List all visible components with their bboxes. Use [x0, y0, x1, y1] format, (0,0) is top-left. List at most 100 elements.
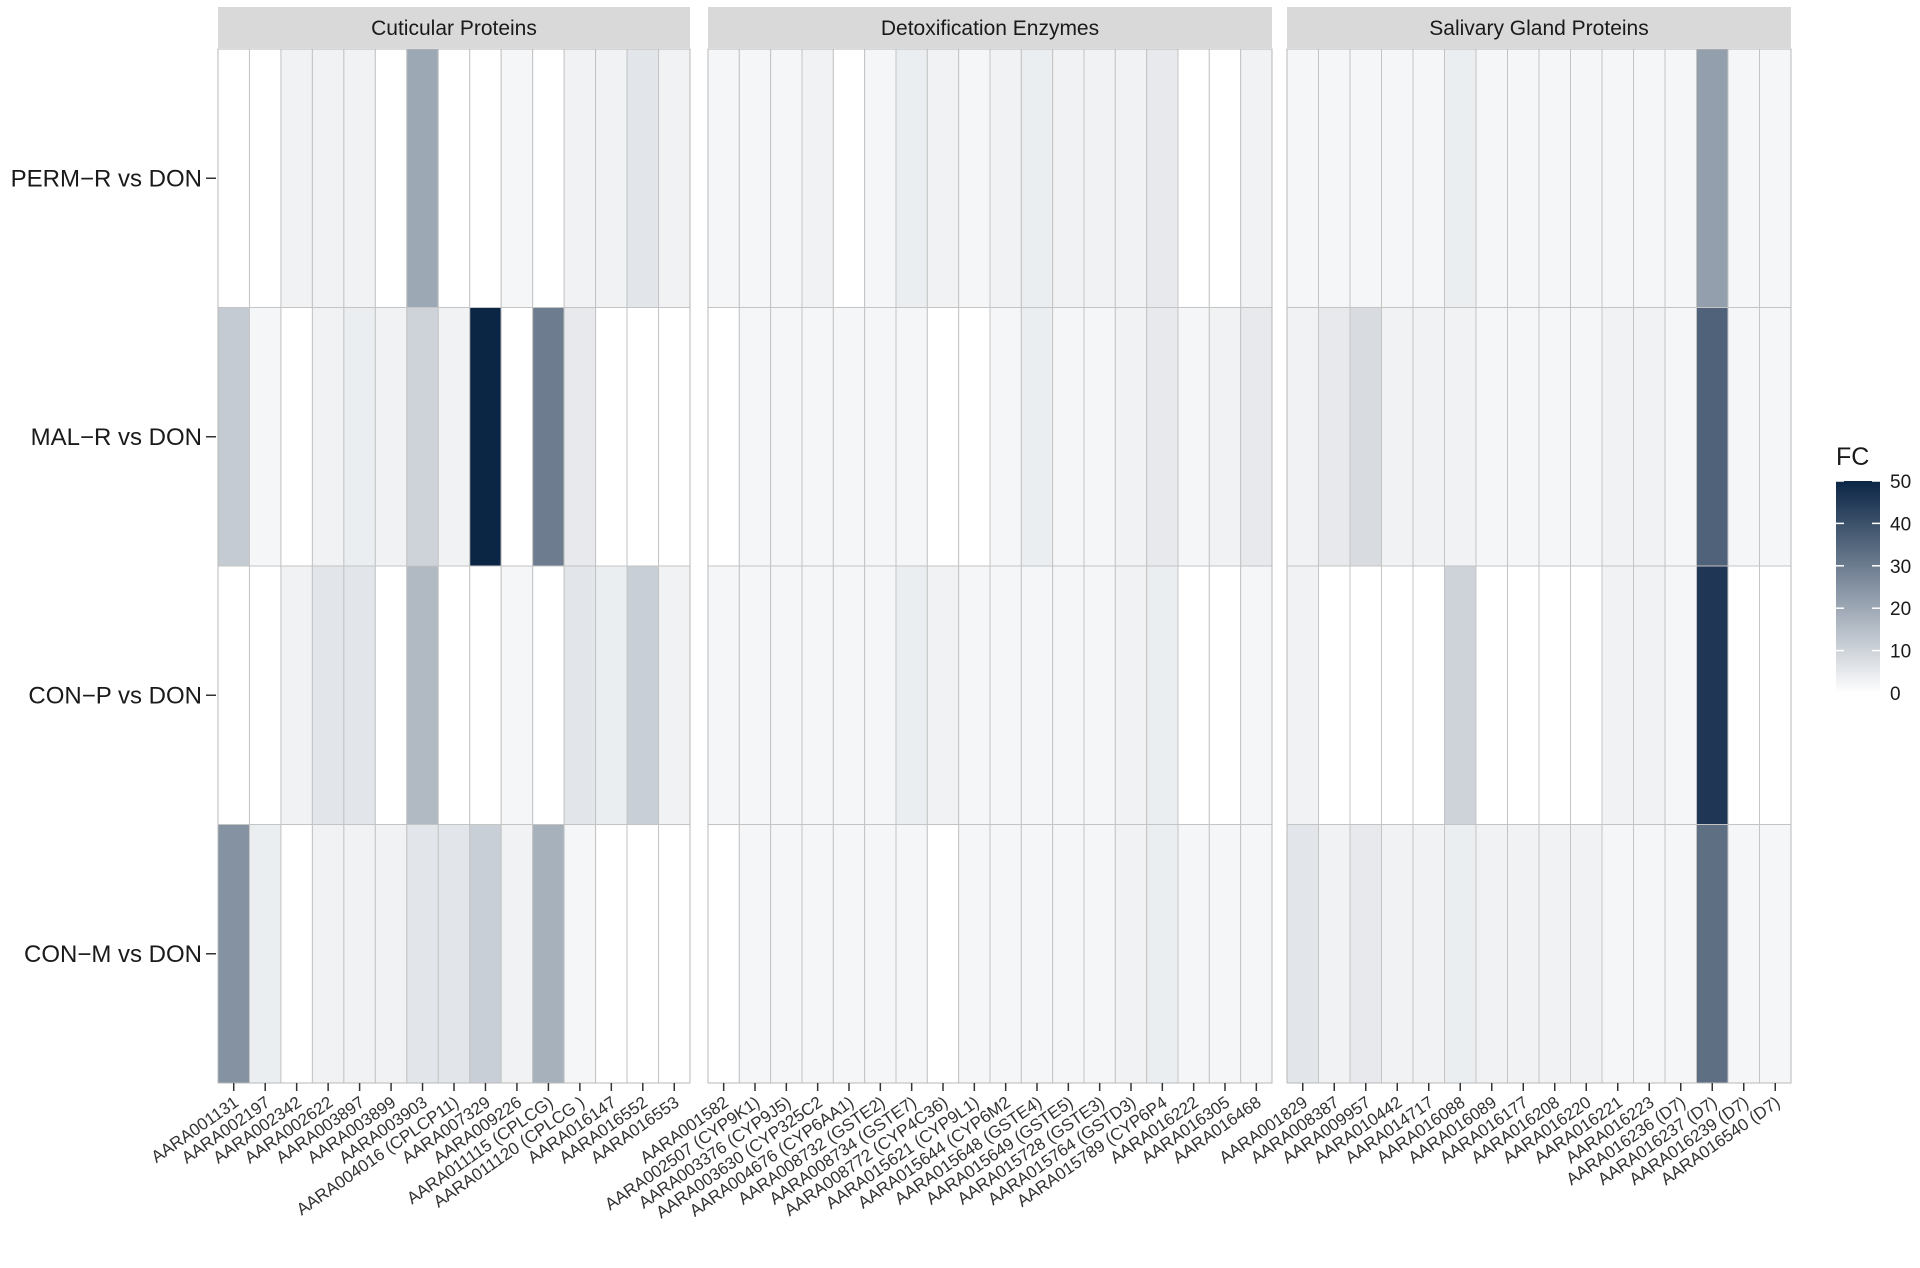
- heatmap-cell: [864, 565, 897, 825]
- heatmap-cell: [1696, 565, 1729, 825]
- heatmap-cell: [1286, 48, 1319, 308]
- heatmap-cell: [958, 565, 991, 825]
- panel-strip: [218, 7, 690, 48]
- heatmap-cell: [437, 824, 471, 1084]
- heatmap-cell: [738, 48, 772, 308]
- heatmap-cell: [832, 824, 866, 1084]
- heatmap-cell: [1146, 565, 1179, 825]
- heatmap-cell: [1052, 307, 1085, 567]
- heatmap-cell: [1444, 48, 1477, 308]
- heatmap-cell: [1114, 307, 1148, 567]
- heatmap-cell: [989, 307, 1022, 567]
- heatmap-cell: [832, 307, 866, 567]
- heatmap-cell: [1381, 565, 1414, 825]
- heatmap-cell: [864, 48, 897, 308]
- heatmap-cell: [1664, 565, 1697, 825]
- heatmap-cell: [595, 565, 628, 825]
- heatmap-cell: [1727, 307, 1760, 567]
- heatmap-cell: [1538, 824, 1571, 1084]
- heatmap-cell: [895, 307, 928, 567]
- heatmap-cell: [1664, 307, 1697, 567]
- heatmap-cell: [1601, 824, 1634, 1084]
- heatmap-cell: [1240, 824, 1273, 1084]
- heatmap-cell: [1538, 307, 1571, 567]
- heatmap-cell: [532, 48, 565, 308]
- heatmap-cell: [563, 824, 597, 1084]
- heatmap-cell: [895, 48, 928, 308]
- panel-strip: [708, 7, 1272, 48]
- heatmap-cell: [1475, 307, 1508, 567]
- heatmap-cell: [1020, 48, 1054, 308]
- heatmap-cell: [864, 824, 897, 1084]
- heatmap-cell: [1696, 48, 1729, 308]
- panel-border: [1286, 48, 1792, 1084]
- heatmap-cell: [801, 824, 834, 1084]
- legend-tick-label: 30: [1890, 557, 1911, 578]
- heatmap-cell: [1349, 307, 1382, 567]
- heatmap-cell: [343, 824, 376, 1084]
- heatmap-cell: [1412, 565, 1445, 825]
- heatmap-cell: [217, 307, 250, 567]
- heatmap-cell: [1507, 48, 1540, 308]
- heatmap-cell: [1114, 565, 1148, 825]
- heatmap-cell: [770, 824, 803, 1084]
- heatmap-cell: [626, 48, 660, 308]
- heatmap-cell: [958, 307, 991, 567]
- heatmap-cell: [1020, 307, 1054, 567]
- heatmap-cell: [248, 565, 282, 825]
- heatmap-cell: [374, 48, 408, 308]
- heatmap-cell: [1381, 307, 1414, 567]
- heatmap-cell: [1507, 824, 1540, 1084]
- heatmap-cell: [1570, 824, 1603, 1084]
- heatmap-cell: [1412, 307, 1445, 567]
- heatmap-cell: [1146, 824, 1179, 1084]
- legend-colorbar: [1836, 481, 1880, 693]
- heatmap-cell: [1444, 824, 1477, 1084]
- heatmap-cell: [1208, 307, 1242, 567]
- panel-border: [707, 48, 1273, 1084]
- heatmap-cell: [1349, 565, 1382, 825]
- heatmap-cell: [1759, 48, 1792, 308]
- heatmap-cell: [1114, 48, 1148, 308]
- heatmap-cell: [1601, 565, 1634, 825]
- heatmap-cell: [217, 824, 250, 1084]
- heatmap-cell: [1083, 307, 1116, 567]
- heatmap-cell: [926, 824, 960, 1084]
- heatmap-cell: [1052, 565, 1085, 825]
- heatmap-cell: [1633, 565, 1666, 825]
- heatmap-cell: [469, 48, 502, 308]
- heatmap-cell: [1083, 824, 1116, 1084]
- heatmap-cell: [532, 307, 565, 567]
- heatmap-cell: [926, 565, 960, 825]
- heatmap-cell: [406, 48, 439, 308]
- heatmap-cell: [989, 824, 1022, 1084]
- heatmap-cell: [832, 565, 866, 825]
- heatmap-cell: [1286, 824, 1319, 1084]
- heatmap-cell: [280, 824, 313, 1084]
- heatmap-cell: [437, 307, 471, 567]
- heatmap-cell: [595, 307, 628, 567]
- heatmap-cell: [343, 48, 376, 308]
- heatmap-cell: [1381, 824, 1414, 1084]
- heatmap-cell: [1177, 48, 1210, 308]
- heatmap-cell: [707, 307, 740, 567]
- heatmap-cell: [1208, 565, 1242, 825]
- heatmap-cell: [280, 565, 313, 825]
- heatmap-cell: [374, 565, 408, 825]
- heatmap-cell: [1349, 824, 1382, 1084]
- legend-tick-label: 20: [1890, 599, 1911, 620]
- heatmap-cell: [500, 565, 534, 825]
- heatmap-cell: [1412, 824, 1445, 1084]
- heatmap-cell: [563, 48, 597, 308]
- legend-tick-label: 0: [1890, 684, 1901, 705]
- heatmap-cell: [311, 48, 345, 308]
- heatmap-cell: [1538, 565, 1571, 825]
- heatmap-cell: [1570, 565, 1603, 825]
- heatmap-cell: [280, 48, 313, 308]
- heatmap-cell: [311, 824, 345, 1084]
- heatmap-cell: [248, 824, 282, 1084]
- heatmap-cell: [1083, 48, 1116, 308]
- heatmap-cell: [1318, 565, 1351, 825]
- heatmap-cell: [801, 48, 834, 308]
